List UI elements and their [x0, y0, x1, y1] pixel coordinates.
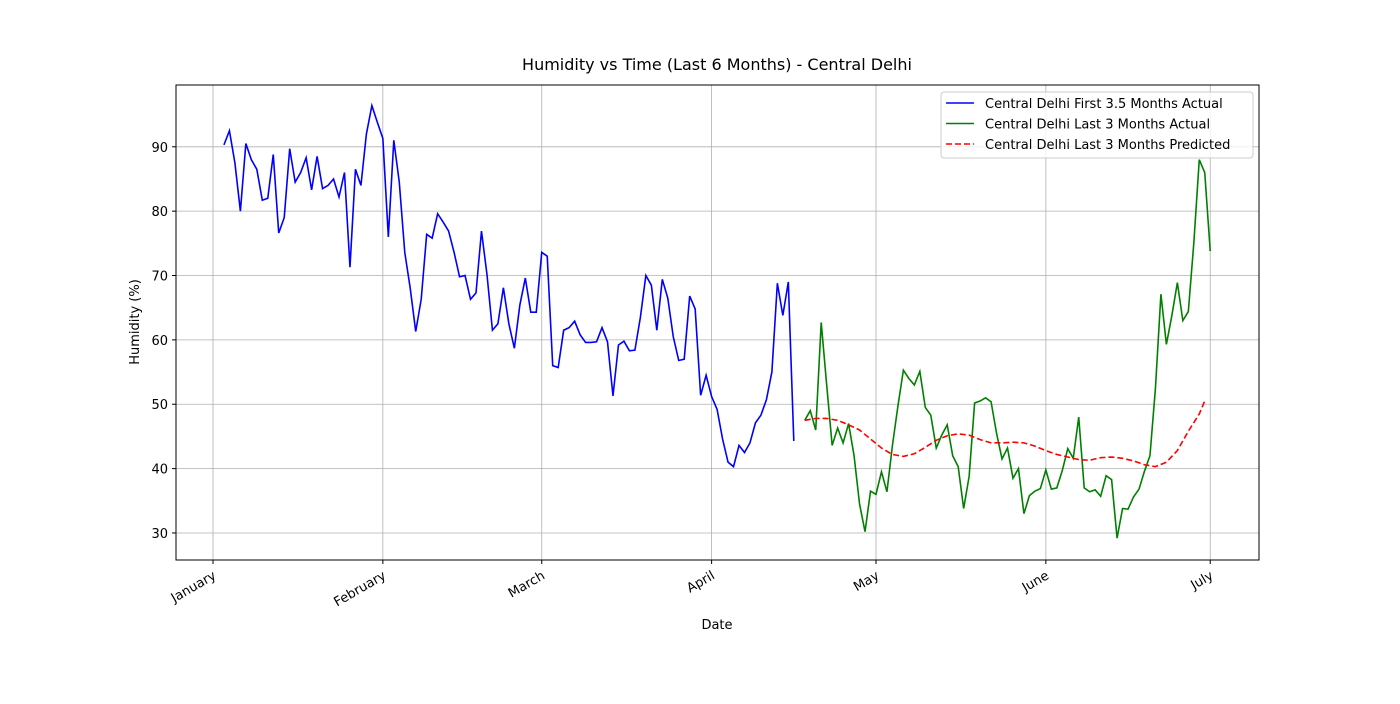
data-line [223, 102, 795, 469]
y-tick-label: 50 [151, 398, 168, 413]
y-tick-label: 30 [151, 527, 168, 542]
legend-label: Central Delhi First 3.5 Months Actual [985, 97, 1223, 112]
data-line [804, 400, 1206, 468]
x-axis-label: Date [701, 618, 732, 633]
legend-box [940, 91, 1254, 159]
chart-title: Humidity vs Time (Last 6 Months) - Centr… [522, 55, 912, 74]
data-line [804, 159, 1212, 539]
y-tick-label: 70 [151, 270, 168, 285]
y-tick-label: 40 [151, 463, 168, 478]
y-tick-label: 90 [151, 141, 168, 156]
y-tick-label: 80 [151, 205, 168, 220]
y-axis-label: Humidity (%) [128, 279, 143, 365]
legend: Central Delhi First 3.5 Months Actual Cen… [940, 91, 1254, 159]
legend-label: Central Delhi Last 3 Months Predicted [985, 138, 1230, 153]
plot-frame [175, 84, 1260, 561]
y-tick-label: 60 [151, 334, 168, 349]
legend-label: Central Delhi Last 3 Months Actual [985, 118, 1210, 133]
